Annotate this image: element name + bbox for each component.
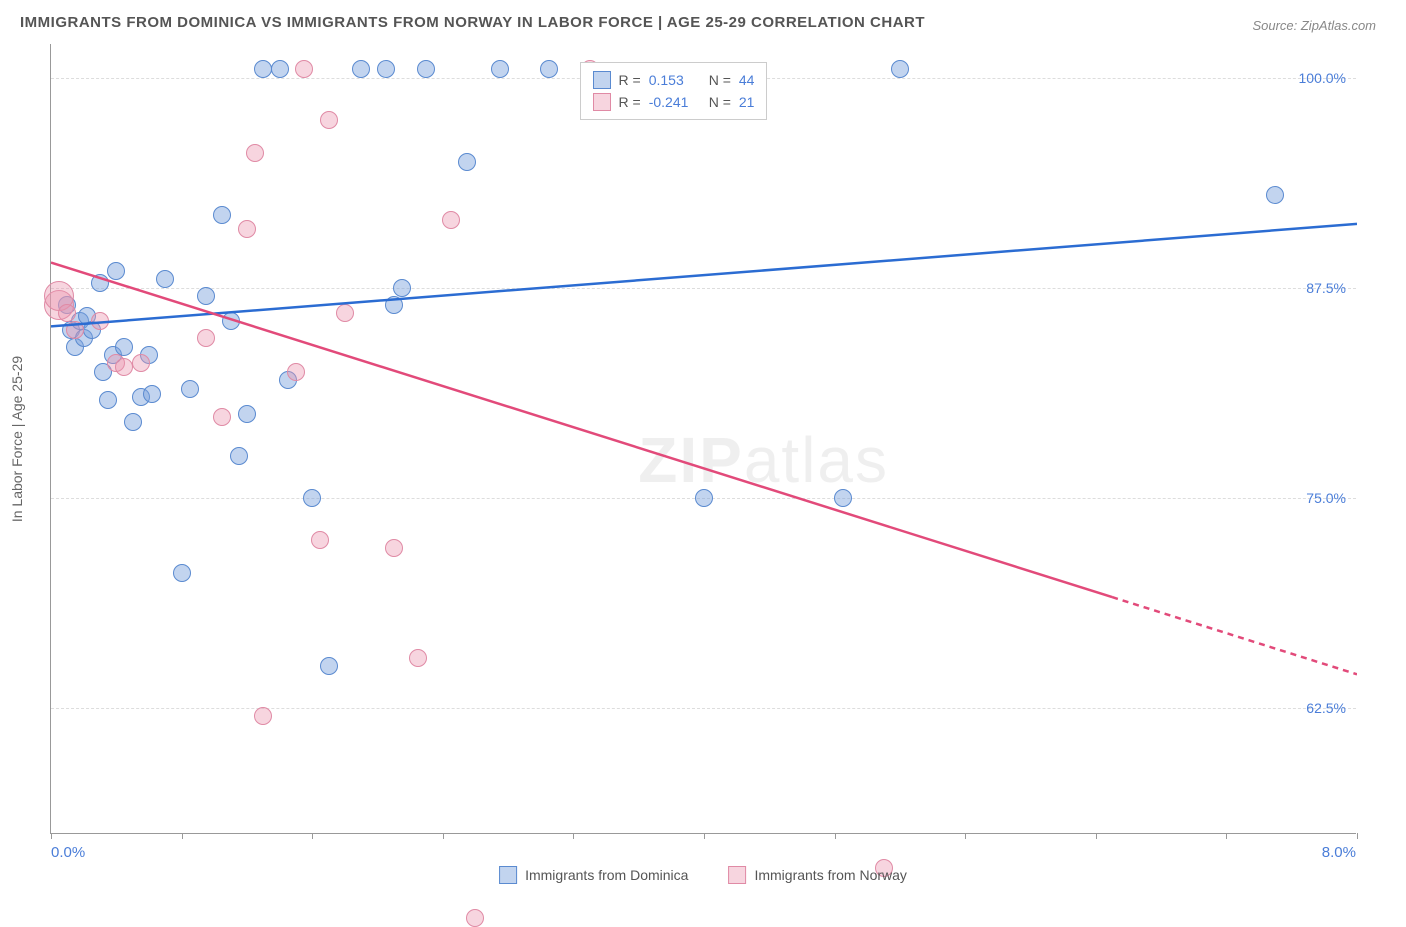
r-label: R = xyxy=(619,72,641,88)
source-attribution: Source: ZipAtlas.com xyxy=(1252,18,1376,33)
plot-area: In Labor Force | Age 25-29 ZIPatlas 62.5… xyxy=(50,44,1356,834)
legend-stats-row: R = -0.241 N = 21 xyxy=(593,91,755,113)
x-axis-max-label: 8.0% xyxy=(1322,844,1356,861)
scatter-point xyxy=(466,909,484,927)
legend-label-norway: Immigrants from Norway xyxy=(754,867,906,883)
legend-swatch xyxy=(593,71,611,89)
y-axis-title: In Labor Force | Age 25-29 xyxy=(9,355,25,521)
r-label: R = xyxy=(619,94,641,110)
n-label: N = xyxy=(709,72,731,88)
legend-stats-row: R = 0.153 N = 44 xyxy=(593,69,755,91)
n-value: 44 xyxy=(739,72,755,88)
legend-bottom: Immigrants from Dominica Immigrants from… xyxy=(499,866,907,884)
r-value: -0.241 xyxy=(649,94,701,110)
legend-label-dominica: Immigrants from Dominica xyxy=(525,867,688,883)
legend-swatch xyxy=(593,93,611,111)
legend-item-norway: Immigrants from Norway xyxy=(728,866,906,884)
chart-container: IMMIGRANTS FROM DOMINICA VS IMMIGRANTS F… xyxy=(0,0,1406,892)
n-label: N = xyxy=(709,94,731,110)
legend-swatch-norway xyxy=(728,866,746,884)
legend-item-dominica: Immigrants from Dominica xyxy=(499,866,688,884)
r-value: 0.153 xyxy=(649,72,701,88)
chart-title: IMMIGRANTS FROM DOMINICA VS IMMIGRANTS F… xyxy=(20,14,925,31)
x-axis-min-label: 0.0% xyxy=(51,844,85,861)
x-tick xyxy=(1357,833,1358,839)
legend-stats: R = 0.153 N = 44 R = -0.241 N = 21 xyxy=(580,62,768,120)
legend-swatch-dominica xyxy=(499,866,517,884)
n-value: 21 xyxy=(739,94,755,110)
trend-lines xyxy=(51,44,1357,834)
